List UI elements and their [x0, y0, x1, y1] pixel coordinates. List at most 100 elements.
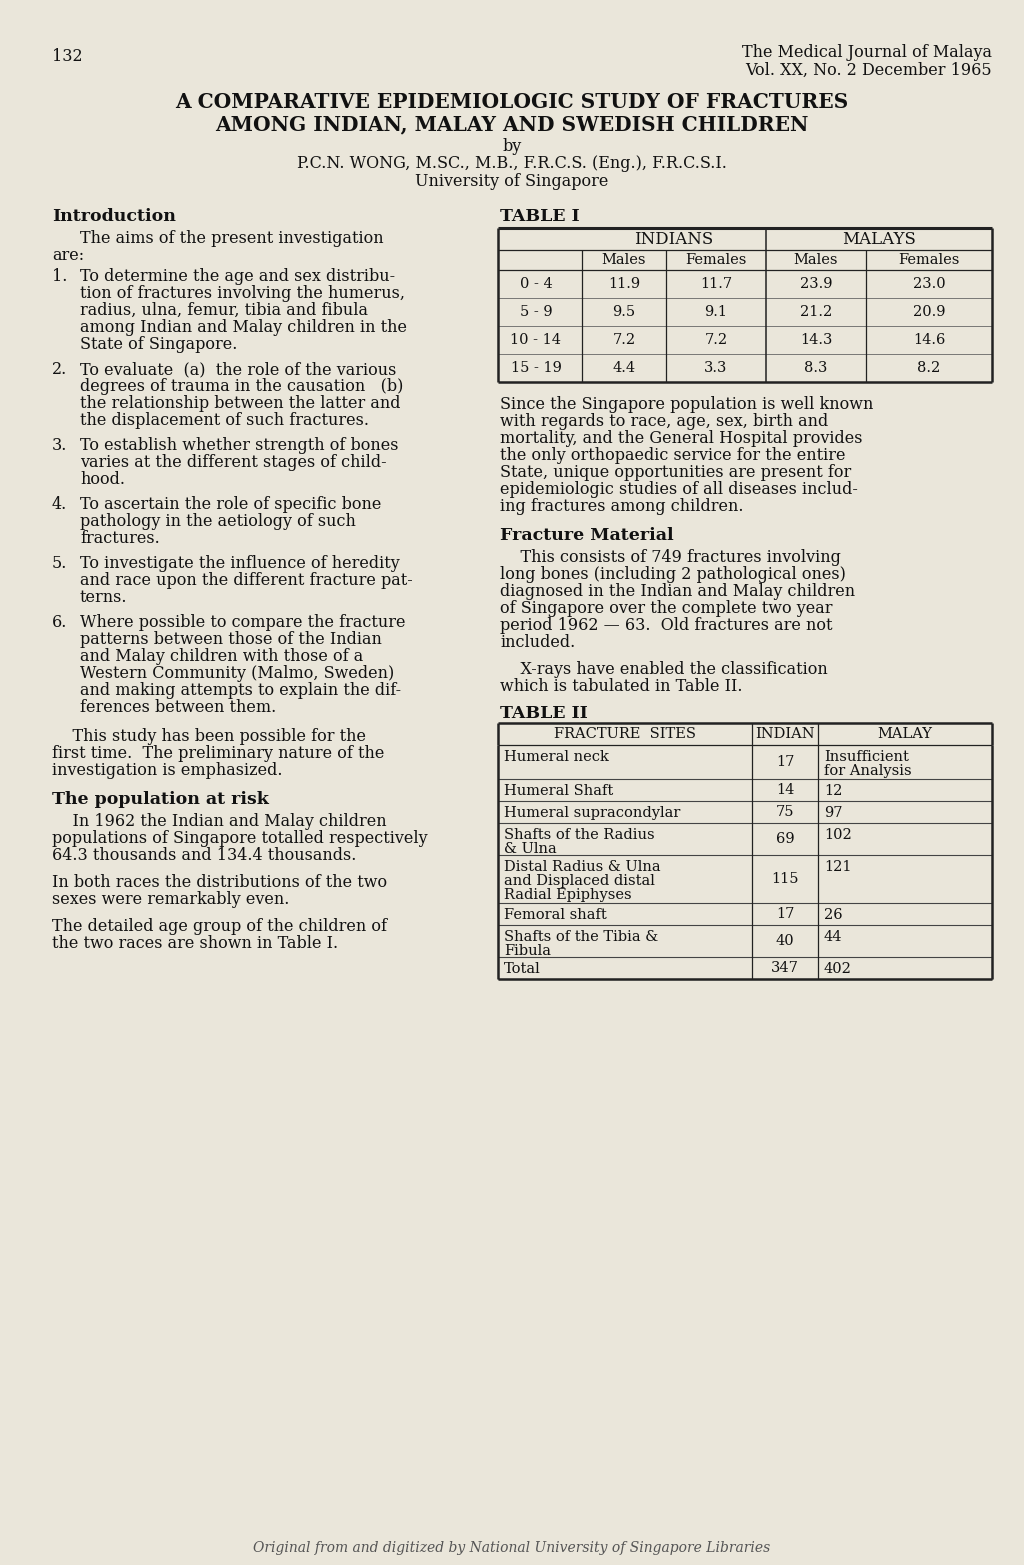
Text: 115: 115 — [771, 872, 799, 886]
Text: 17: 17 — [776, 754, 795, 768]
Text: 6.: 6. — [52, 613, 68, 631]
Text: included.: included. — [500, 634, 575, 651]
Text: varies at the different stages of child-: varies at the different stages of child- — [80, 454, 387, 471]
Text: epidemiologic studies of all diseases includ-: epidemiologic studies of all diseases in… — [500, 480, 858, 498]
Text: Humeral Shaft: Humeral Shaft — [504, 784, 613, 798]
Text: 10 - 14: 10 - 14 — [511, 333, 561, 347]
Text: populations of Singapore totalled respectively: populations of Singapore totalled respec… — [52, 829, 428, 847]
Text: investigation is emphasized.: investigation is emphasized. — [52, 762, 283, 779]
Text: INDIANS: INDIANS — [635, 232, 714, 247]
Text: 23.9: 23.9 — [800, 277, 833, 291]
Text: 15 - 19: 15 - 19 — [511, 362, 561, 376]
Text: State of Singapore.: State of Singapore. — [80, 336, 238, 354]
Text: 347: 347 — [771, 961, 799, 975]
Text: by: by — [503, 138, 521, 155]
Text: and Displaced distal: and Displaced distal — [504, 873, 655, 887]
Text: TABLE I: TABLE I — [500, 208, 580, 225]
Text: 44: 44 — [824, 930, 843, 944]
Text: X-rays have enabled the classification: X-rays have enabled the classification — [500, 660, 827, 678]
Text: A COMPARATIVE EPIDEMIOLOGIC STUDY OF FRACTURES: A COMPARATIVE EPIDEMIOLOGIC STUDY OF FRA… — [175, 92, 849, 113]
Text: State, unique opportunities are present for: State, unique opportunities are present … — [500, 463, 851, 480]
Text: degrees of trauma in the causation   (b): degrees of trauma in the causation (b) — [80, 379, 403, 394]
Text: 14.6: 14.6 — [912, 333, 945, 347]
Text: 11.7: 11.7 — [700, 277, 732, 291]
Text: 21.2: 21.2 — [800, 305, 833, 319]
Text: To evaluate  (a)  the role of the various: To evaluate (a) the role of the various — [80, 362, 396, 379]
Text: In both races the distributions of the two: In both races the distributions of the t… — [52, 873, 387, 890]
Text: To establish whether strength of bones: To establish whether strength of bones — [80, 437, 398, 454]
Text: 3.3: 3.3 — [705, 362, 728, 376]
Text: fractures.: fractures. — [80, 531, 160, 548]
Text: University of Singapore: University of Singapore — [416, 174, 608, 189]
Text: ing fractures among children.: ing fractures among children. — [500, 498, 743, 515]
Text: 8.2: 8.2 — [918, 362, 941, 376]
Text: of Singapore over the complete two year: of Singapore over the complete two year — [500, 599, 833, 617]
Text: the two races are shown in Table I.: the two races are shown in Table I. — [52, 934, 338, 952]
Text: 5.: 5. — [52, 556, 68, 571]
Text: Distal Radius & Ulna: Distal Radius & Ulna — [504, 861, 660, 873]
Text: 132: 132 — [52, 49, 83, 66]
Text: which is tabulated in Table II.: which is tabulated in Table II. — [500, 678, 742, 695]
Text: 1.: 1. — [52, 268, 68, 285]
Text: Western Community (Malmo, Sweden): Western Community (Malmo, Sweden) — [80, 665, 394, 682]
Text: 121: 121 — [824, 861, 852, 873]
Text: To determine the age and sex distribu-: To determine the age and sex distribu- — [80, 268, 395, 285]
Text: Shafts of the Radius: Shafts of the Radius — [504, 828, 654, 842]
Text: terns.: terns. — [80, 588, 128, 606]
Text: 3.: 3. — [52, 437, 68, 454]
Text: long bones (including 2 pathological ones): long bones (including 2 pathological one… — [500, 567, 846, 584]
Text: Where possible to compare the fracture: Where possible to compare the fracture — [80, 613, 406, 631]
Text: and race upon the different fracture pat-: and race upon the different fracture pat… — [80, 571, 413, 588]
Text: 14.3: 14.3 — [800, 333, 833, 347]
Text: first time.  The preliminary nature of the: first time. The preliminary nature of th… — [52, 745, 384, 762]
Text: the only orthopaedic service for the entire: the only orthopaedic service for the ent… — [500, 448, 846, 463]
Text: 69: 69 — [776, 833, 795, 847]
Text: To investigate the influence of heredity: To investigate the influence of heredity — [80, 556, 399, 571]
Text: sexes were remarkably even.: sexes were remarkably even. — [52, 890, 290, 908]
Text: 75: 75 — [776, 804, 795, 818]
Text: 0 - 4: 0 - 4 — [519, 277, 552, 291]
Text: Original from and digitized by National University of Singapore Libraries: Original from and digitized by National … — [253, 1542, 771, 1556]
Text: Females: Females — [898, 254, 959, 268]
Text: and making attempts to explain the dif-: and making attempts to explain the dif- — [80, 682, 401, 700]
Text: patterns between those of the Indian: patterns between those of the Indian — [80, 631, 382, 648]
Text: radius, ulna, femur, tibia and fibula: radius, ulna, femur, tibia and fibula — [80, 302, 368, 319]
Text: MALAY: MALAY — [878, 728, 933, 740]
Text: The Medical Journal of Malaya: The Medical Journal of Malaya — [742, 44, 992, 61]
Text: Fracture Material: Fracture Material — [500, 527, 674, 545]
Text: ferences between them.: ferences between them. — [80, 700, 276, 717]
Text: with regards to race, age, sex, birth and: with regards to race, age, sex, birth an… — [500, 413, 828, 430]
Text: 17: 17 — [776, 908, 795, 920]
Text: 7.2: 7.2 — [705, 333, 728, 347]
Text: 12: 12 — [824, 784, 843, 798]
Text: Insufficient: Insufficient — [824, 750, 909, 764]
Text: 4.4: 4.4 — [612, 362, 636, 376]
Text: 5 - 9: 5 - 9 — [520, 305, 552, 319]
Text: pathology in the aetiology of such: pathology in the aetiology of such — [80, 513, 356, 531]
Text: 102: 102 — [824, 828, 852, 842]
Text: 64.3 thousands and 134.4 thousands.: 64.3 thousands and 134.4 thousands. — [52, 847, 356, 864]
Text: 14: 14 — [776, 782, 795, 797]
Text: and Malay children with those of a: and Malay children with those of a — [80, 648, 364, 665]
Text: MALAYS: MALAYS — [842, 232, 915, 247]
Text: Fibula: Fibula — [504, 944, 551, 958]
Text: This study has been possible for the: This study has been possible for the — [52, 728, 366, 745]
Text: 97: 97 — [824, 806, 843, 820]
Text: 23.0: 23.0 — [912, 277, 945, 291]
Text: Humeral neck: Humeral neck — [504, 750, 609, 764]
Text: 20.9: 20.9 — [912, 305, 945, 319]
Text: Humeral supracondylar: Humeral supracondylar — [504, 806, 680, 820]
Text: P.C.N. WONG, M.SC., M.B., F.R.C.S. (Eng.), F.R.C.S.I.: P.C.N. WONG, M.SC., M.B., F.R.C.S. (Eng.… — [297, 155, 727, 172]
Text: To ascertain the role of specific bone: To ascertain the role of specific bone — [80, 496, 381, 513]
Text: Females: Females — [685, 254, 746, 268]
Text: Since the Singapore population is well known: Since the Singapore population is well k… — [500, 396, 873, 413]
Text: 2.: 2. — [52, 362, 68, 379]
Text: Total: Total — [504, 962, 541, 977]
Text: AMONG INDIAN, MALAY AND SWEDISH CHILDREN: AMONG INDIAN, MALAY AND SWEDISH CHILDREN — [215, 114, 809, 135]
Text: 11.9: 11.9 — [608, 277, 640, 291]
Text: Vol. XX, No. 2 December 1965: Vol. XX, No. 2 December 1965 — [745, 63, 992, 78]
Text: among Indian and Malay children in the: among Indian and Malay children in the — [80, 319, 407, 336]
Text: are:: are: — [52, 247, 84, 264]
Text: 9.5: 9.5 — [612, 305, 636, 319]
Text: Radial Epiphyses: Radial Epiphyses — [504, 887, 632, 901]
